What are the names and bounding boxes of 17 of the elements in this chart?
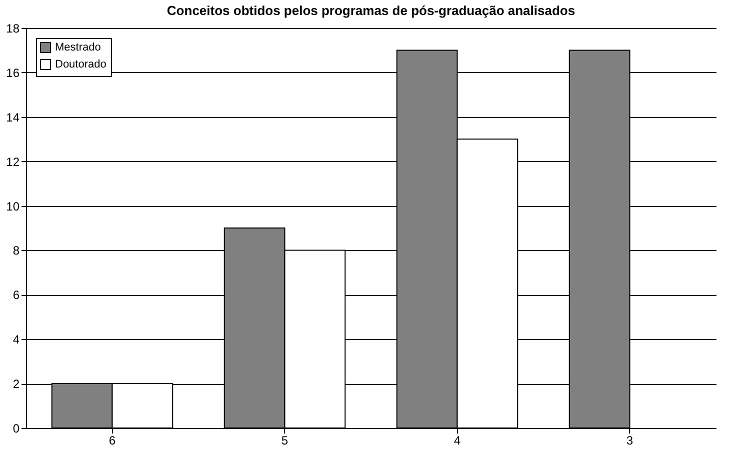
y-tick-label: 6 <box>12 288 20 302</box>
y-tick-label: 14 <box>6 110 20 124</box>
y-tick-label: 0 <box>12 422 20 436</box>
y-tick-label: 4 <box>12 332 20 347</box>
x-tick-label: 5 <box>281 434 288 448</box>
legend-label: Mestrado <box>55 42 101 54</box>
x-tick-label: 6 <box>108 434 116 448</box>
y-tick-label: 12 <box>6 154 20 169</box>
y-tick-label: 8 <box>12 244 20 258</box>
chart-title: Conceitos obtidos pelos programas de pós-graduação analisados <box>166 3 576 18</box>
x-tick-label: 3 <box>626 434 634 448</box>
y-tick-label: 16 <box>6 66 20 80</box>
x-tick-label: 4 <box>454 434 461 448</box>
y-tick-label: 18 <box>6 22 20 36</box>
y-tick-label: 2 <box>12 377 20 392</box>
legend-label: Doutorado <box>55 58 106 70</box>
y-tick-label: 10 <box>6 199 20 214</box>
